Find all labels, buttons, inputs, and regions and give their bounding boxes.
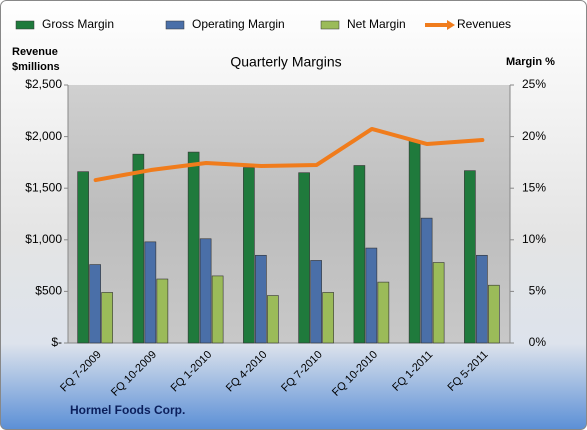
y-tick-label: $2,000: [25, 129, 62, 143]
bar: [310, 260, 322, 344]
y2-tick-label: 15%: [522, 180, 546, 194]
y2-tick-label: 5%: [529, 284, 547, 298]
y2-tick-label: 20%: [522, 129, 546, 143]
bar: [101, 292, 113, 344]
y2-tick-label: 25%: [522, 77, 546, 91]
bar: [353, 165, 366, 344]
y-tick-label: $-: [51, 335, 62, 349]
y-tick-label: $500: [35, 284, 62, 298]
bar: [267, 295, 279, 344]
y-tick-label: $2,500: [25, 77, 62, 91]
bar: [476, 254, 488, 344]
y-tick-label: $1,500: [25, 180, 62, 194]
y-tick-label: $1,000: [25, 232, 62, 246]
y2-axis-title: Margin %: [506, 56, 555, 68]
chart-title: Quarterly Margins: [230, 54, 341, 70]
legend-label: Revenues: [457, 17, 511, 31]
source-note: Hormel Foods Corp.: [70, 403, 185, 417]
bar: [255, 254, 267, 344]
y2-tick-label: 10%: [522, 232, 546, 246]
bar: [199, 238, 212, 344]
y2-tick-label: 0%: [529, 335, 547, 349]
bar: [420, 217, 433, 344]
bar: [243, 167, 255, 344]
bar: [322, 292, 334, 344]
legend-label: Net Margin: [347, 17, 406, 31]
legend-swatch: [165, 20, 185, 30]
bar: [89, 264, 101, 344]
legend-swatch: [447, 20, 455, 30]
bar: [211, 275, 224, 344]
legend-label: Gross Margin: [42, 17, 114, 31]
bar: [187, 151, 200, 344]
bar: [408, 140, 421, 344]
y-axis-title: $millions: [12, 61, 60, 73]
y-axis-title: Revenue: [12, 46, 58, 58]
bar: [464, 170, 476, 344]
bar: [432, 262, 445, 344]
bar: [298, 172, 310, 344]
bar: [144, 241, 157, 344]
revenue-line: [93, 126, 485, 183]
bar: [77, 171, 89, 344]
legend-swatch: [320, 20, 340, 30]
bar: [132, 153, 145, 344]
bar: [365, 247, 378, 344]
bar: [377, 281, 390, 344]
bar: [488, 284, 500, 344]
bar: [156, 278, 169, 344]
legend-swatch: [15, 20, 35, 30]
legend-label: Operating Margin: [192, 17, 285, 31]
